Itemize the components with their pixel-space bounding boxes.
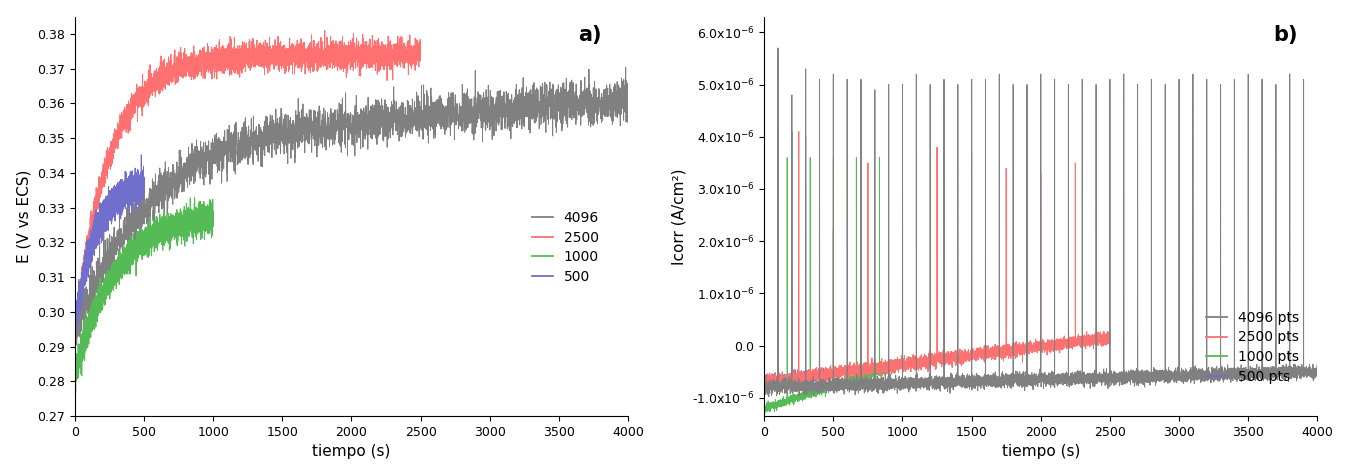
1000 [132, 239, 148, 245]
4096 pts [769, 45, 786, 51]
4096 pts [1084, 379, 1100, 385]
500 [100, 209, 116, 215]
1000 pts [756, 406, 772, 411]
1000 pts [757, 410, 774, 416]
1000 [126, 250, 142, 256]
500 pts [787, 376, 803, 381]
X-axis label: tiempo (s): tiempo (s) [312, 444, 390, 459]
Text: b): b) [1273, 25, 1297, 45]
2500 pts [763, 386, 779, 392]
2500 pts [888, 364, 905, 370]
2500 pts [819, 367, 836, 372]
500 pts [761, 382, 778, 388]
1000 pts [891, 363, 907, 368]
500 pts [784, 377, 801, 382]
1000 pts [865, 368, 882, 374]
500 [136, 178, 153, 184]
2500 [402, 56, 418, 62]
4096 [620, 94, 636, 99]
Line: 500 pts: 500 pts [764, 126, 833, 385]
1000 [167, 228, 184, 234]
Line: 2500: 2500 [74, 30, 421, 344]
1000 [66, 372, 82, 377]
4096 [304, 118, 320, 124]
1000 pts [779, 155, 795, 160]
4096 pts [756, 383, 772, 389]
Line: 2500 pts: 2500 pts [764, 131, 1110, 389]
500 [134, 187, 150, 192]
Legend: 4096 pts, 2500 pts, 1000 pts, 500 pts: 4096 pts, 2500 pts, 1000 pts, 500 pts [1200, 306, 1305, 389]
4096 [617, 65, 633, 70]
4096 [300, 128, 316, 133]
500 pts [810, 373, 826, 379]
2500 [215, 53, 231, 59]
500 [66, 318, 82, 324]
4096 [575, 88, 591, 94]
500 [131, 189, 147, 195]
Line: 4096: 4096 [74, 68, 628, 345]
2500 [385, 58, 401, 64]
500 [117, 187, 134, 192]
2500 pts [1041, 346, 1057, 351]
500 pts [763, 379, 779, 385]
4096 pts [1196, 378, 1212, 384]
500 [134, 152, 150, 158]
Legend: 4096, 2500, 1000, 500: 4096, 2500, 1000, 500 [526, 206, 605, 289]
X-axis label: tiempo (s): tiempo (s) [1002, 444, 1080, 459]
2500 [319, 55, 335, 60]
4096 pts [784, 379, 801, 385]
1000 pts [891, 361, 907, 367]
4096 [66, 321, 82, 327]
2500 pts [1102, 336, 1118, 342]
1000 [194, 223, 211, 228]
2500 [66, 332, 82, 338]
Y-axis label: E (V vs ECS): E (V vs ECS) [16, 169, 31, 263]
500 pts [769, 123, 786, 129]
Y-axis label: Icorr (A/cm²): Icorr (A/cm²) [672, 168, 687, 265]
2500 [212, 59, 228, 64]
1000 pts [895, 360, 911, 366]
4096 pts [760, 394, 776, 399]
500 pts [803, 371, 819, 377]
Line: 500: 500 [74, 155, 144, 342]
4096 pts [957, 380, 973, 386]
2500 pts [756, 379, 772, 385]
500 [96, 211, 112, 217]
1000 [186, 195, 202, 200]
Line: 4096 pts: 4096 pts [764, 48, 1318, 397]
1000 [205, 221, 221, 227]
1000 [124, 258, 140, 264]
500 [96, 217, 112, 223]
4096 pts [1166, 377, 1183, 383]
Line: 1000 pts: 1000 pts [764, 158, 903, 413]
4096 pts [1108, 374, 1125, 379]
500 pts [811, 129, 828, 134]
2500 [413, 38, 429, 43]
1000 [201, 213, 217, 218]
2500 [231, 72, 247, 78]
2500 [317, 28, 333, 33]
2500 pts [964, 352, 980, 358]
1000 [68, 390, 84, 396]
4096 [468, 113, 485, 119]
1000 pts [824, 382, 840, 387]
500 [66, 339, 82, 345]
4096 [69, 342, 85, 347]
Line: 1000: 1000 [74, 198, 213, 393]
Text: a): a) [578, 25, 602, 45]
500 pts [756, 374, 772, 379]
4096 pts [1310, 369, 1326, 375]
1000 pts [763, 400, 779, 406]
2500 [68, 341, 84, 347]
4096 [603, 96, 620, 102]
2500 pts [1014, 340, 1030, 346]
500 pts [825, 374, 841, 379]
1000 pts [819, 384, 836, 390]
4096 [329, 127, 346, 133]
2500 pts [791, 129, 807, 134]
2500 pts [981, 349, 998, 355]
